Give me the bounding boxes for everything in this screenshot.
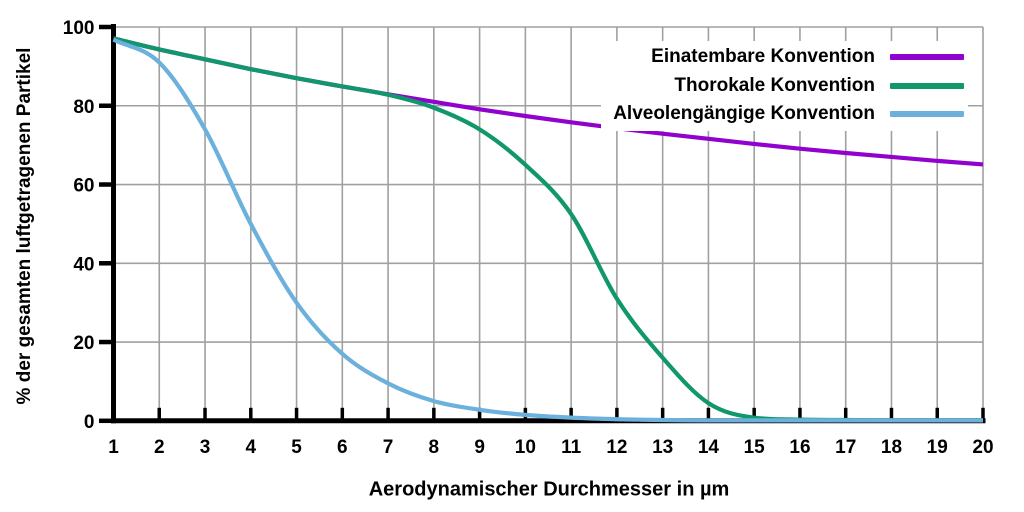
legend-item-thoracic: Thorokale Konvention	[613, 72, 964, 101]
x-tick-label: 13	[652, 437, 673, 458]
x-tick-label: 16	[789, 437, 810, 458]
legend: Einatembare Konvention Thorokale Konvent…	[601, 41, 968, 131]
x-tick-label: 18	[881, 437, 902, 458]
legend-item-respirable: Alveolengängige Konvention	[613, 100, 964, 129]
x-tick-label: 5	[291, 437, 302, 458]
y-axis-title: % der gesamten luftgetragenen Partikel	[14, 47, 35, 405]
legend-line-swatch	[890, 54, 964, 61]
y-tick-label: 20	[73, 333, 94, 354]
x-tick-label: 7	[383, 437, 394, 458]
x-tick-label: 14	[698, 437, 720, 458]
x-tick-label: 9	[474, 437, 485, 458]
y-tick-label: 0	[84, 412, 95, 433]
y-tick-label: 100	[63, 18, 95, 39]
series-line-2	[112, 37, 983, 423]
legend-line-swatch	[890, 111, 964, 118]
x-tick-label: 1	[108, 437, 119, 458]
x-tick-label: 17	[835, 437, 856, 458]
legend-item-inhalable: Einatembare Konvention	[613, 43, 964, 72]
legend-line-swatch	[890, 82, 964, 89]
y-tick-label: 60	[73, 176, 94, 197]
x-tick-label: 2	[154, 437, 165, 458]
x-tick-label: 20	[972, 437, 993, 458]
x-tick-label: 19	[927, 437, 948, 458]
x-tick-label: 12	[606, 437, 627, 458]
x-tick-label: 6	[337, 437, 348, 458]
x-tick-label: 8	[429, 437, 440, 458]
x-tick-label: 10	[515, 437, 536, 458]
x-tick-label: 11	[561, 437, 582, 458]
x-tick-label: 3	[200, 437, 211, 458]
y-tick-label: 80	[73, 97, 94, 118]
legend-label: Einatembare Konvention	[651, 46, 875, 68]
legend-label: Thorokale Konvention	[674, 74, 875, 96]
x-axis-title: Aerodynamischer Durchmesser in µm	[368, 478, 730, 501]
x-tick-label: 4	[246, 437, 257, 458]
y-tick-label: 40	[73, 254, 94, 275]
x-tick-label: 15	[744, 437, 766, 458]
legend-label: Alveolengängige Konvention	[613, 103, 875, 125]
